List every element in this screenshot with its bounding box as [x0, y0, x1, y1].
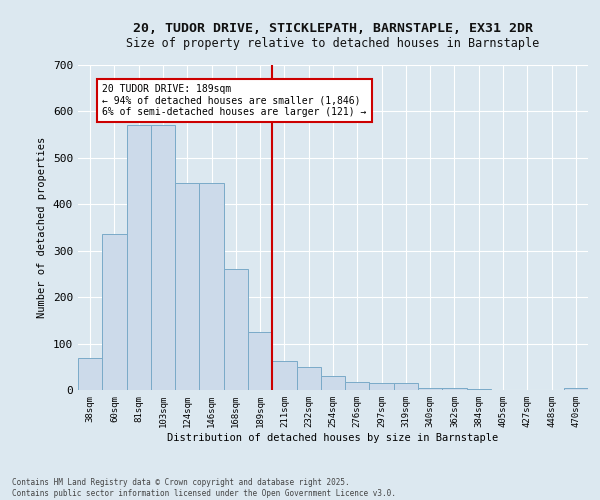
Bar: [199, 184, 224, 390]
Bar: [467, 389, 491, 390]
Text: 20 TUDOR DRIVE: 189sqm
← 94% of detached houses are smaller (1,846)
6% of semi-d: 20 TUDOR DRIVE: 189sqm ← 94% of detached…: [102, 84, 367, 117]
Y-axis label: Number of detached properties: Number of detached properties: [37, 137, 47, 318]
Bar: [370, 383, 394, 390]
X-axis label: Distribution of detached houses by size in Barnstaple: Distribution of detached houses by size …: [167, 432, 499, 442]
Text: Contains HM Land Registry data © Crown copyright and database right 2025.
Contai: Contains HM Land Registry data © Crown c…: [12, 478, 396, 498]
Bar: [296, 367, 321, 390]
Bar: [321, 376, 345, 390]
Text: Size of property relative to detached houses in Barnstaple: Size of property relative to detached ho…: [127, 38, 539, 51]
Bar: [394, 383, 418, 390]
Bar: [564, 388, 588, 390]
Bar: [224, 270, 248, 390]
Text: 20, TUDOR DRIVE, STICKLEPATH, BARNSTAPLE, EX31 2DR: 20, TUDOR DRIVE, STICKLEPATH, BARNSTAPLE…: [133, 22, 533, 36]
Bar: [442, 388, 467, 390]
Bar: [175, 184, 199, 390]
Bar: [127, 126, 151, 390]
Bar: [345, 382, 370, 390]
Bar: [272, 361, 296, 390]
Bar: [78, 358, 102, 390]
Bar: [151, 126, 175, 390]
Bar: [418, 388, 442, 390]
Bar: [248, 332, 272, 390]
Bar: [102, 234, 127, 390]
